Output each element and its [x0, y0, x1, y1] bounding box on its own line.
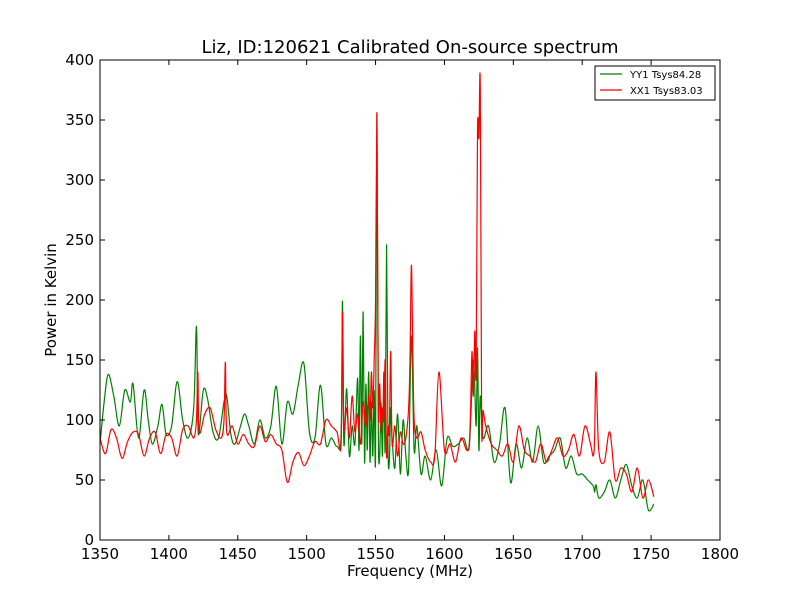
x-axis: 1350 1400 1450 1500 1550 1600 1650 1700 1750 1800: [81, 60, 739, 563]
y-tick-label: 150: [65, 351, 94, 369]
x-tick-label: 1550: [356, 545, 394, 563]
x-tick-label: 1650: [494, 545, 532, 563]
y-tick-label: 200: [65, 291, 94, 309]
chart-title: Liz, ID:120621 Calibrated On-source spec…: [201, 37, 618, 58]
y-tick-label: 400: [65, 51, 94, 69]
y-tick-label: 50: [75, 471, 94, 489]
x-tick-label: 1350: [81, 545, 119, 563]
y-tick-label: 300: [65, 171, 94, 189]
y-tick-label: 350: [65, 111, 94, 129]
series-layer: [100, 72, 655, 512]
x-tick-label: 1450: [219, 545, 257, 563]
y-axis: 0 50 100 150 200 250 300 350 400: [65, 51, 720, 549]
x-tick-label: 1800: [701, 545, 739, 563]
x-tick-label: 1600: [425, 545, 463, 563]
y-tick-label: 250: [65, 231, 94, 249]
legend-label: YY1 Tsys84.28: [629, 70, 701, 81]
legend-box: [594, 65, 716, 101]
x-tick-label: 1750: [632, 545, 670, 563]
legend-label: XX1 Tsys83.03: [630, 86, 703, 97]
x-axis-label: Frequency (MHz): [347, 562, 473, 580]
x-tick-label: 1700: [563, 545, 601, 563]
y-tick-label: 100: [65, 411, 94, 429]
x-tick-label: 1500: [288, 545, 326, 563]
legend: YY1 Tsys84.28 XX1 Tsys83.03: [594, 65, 716, 101]
x-tick-label: 1400: [150, 545, 188, 563]
y-axis-label: Power in Kelvin: [42, 243, 60, 357]
series-line-xx1: [100, 72, 655, 499]
series-line-yy1: [100, 113, 655, 512]
y-tick-label: 0: [84, 531, 94, 549]
